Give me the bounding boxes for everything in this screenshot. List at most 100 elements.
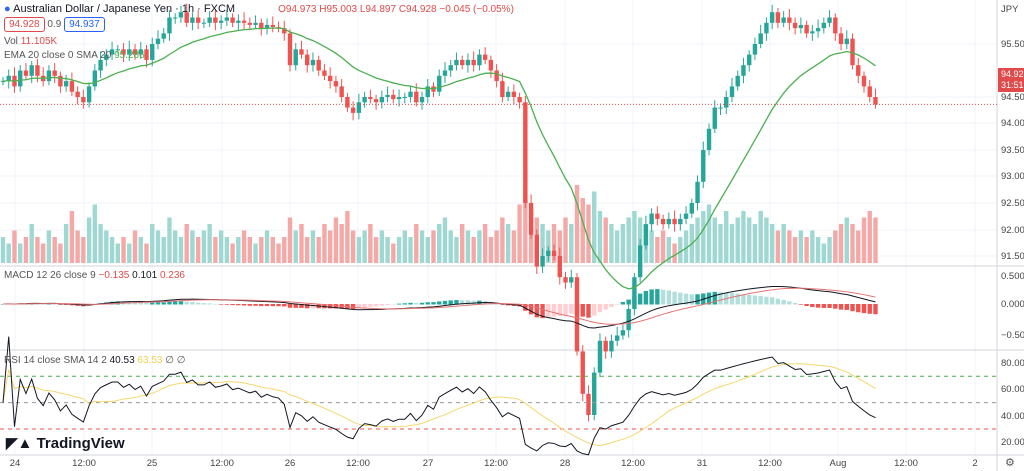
time-axis-label: Aug — [829, 458, 847, 469]
volume-bar — [213, 237, 218, 263]
volume-bar — [385, 237, 390, 263]
rsi-legend[interactable]: RSI 14 close SMA 14 2 — [4, 355, 107, 366]
volume-bar — [414, 224, 419, 263]
candle — [833, 17, 838, 34]
volume-bar — [758, 211, 763, 263]
volume-bar — [224, 237, 230, 263]
candle — [253, 22, 258, 25]
macd-histogram-bar — [287, 304, 293, 308]
candle — [689, 203, 694, 214]
volume-bar — [614, 230, 620, 263]
macd-histogram-bar — [150, 302, 155, 305]
macd-histogram-bar — [385, 304, 390, 305]
macd-histogram-bar — [614, 304, 620, 305]
candle — [792, 22, 798, 29]
macd-histogram-bar — [373, 304, 379, 307]
candle — [861, 75, 867, 87]
volume-bar — [850, 224, 855, 263]
candle — [465, 59, 471, 66]
macd-histogram-bar — [534, 304, 540, 318]
macd-histogram-bar — [752, 295, 758, 305]
candle — [660, 218, 666, 225]
candle — [155, 38, 161, 44]
macd-histogram-bar — [861, 304, 867, 314]
macd-signal-line — [2, 287, 876, 325]
volume-bar — [838, 224, 844, 263]
volume-bar — [127, 243, 132, 263]
volume-bar — [448, 230, 453, 263]
candle — [666, 218, 672, 225]
macd-histogram-bar — [626, 299, 631, 305]
candle — [827, 17, 832, 23]
candle — [414, 91, 419, 103]
macd-histogram-bar — [442, 300, 448, 305]
candle — [167, 17, 172, 34]
macd-histogram-bar — [729, 292, 735, 305]
candle — [178, 12, 184, 18]
currency-select[interactable]: JPY — [1001, 4, 1019, 15]
candle — [373, 99, 379, 103]
macd-histogram-bar — [270, 304, 275, 307]
macd-histogram-bar — [173, 301, 178, 305]
candle — [632, 277, 637, 309]
volume-bar — [339, 224, 344, 263]
volume-bar — [660, 230, 666, 263]
volume-bar — [350, 230, 356, 263]
macd-histogram-bar — [792, 302, 798, 305]
time-axis-label: 12:00 — [346, 458, 370, 469]
volume-bar — [40, 243, 46, 263]
macd-histogram-bar — [201, 303, 207, 305]
ema-value: 95.286 — [114, 50, 145, 61]
tradingview-logo[interactable]: ◤▲ TradingView — [6, 435, 125, 452]
macd-legend[interactable]: MACD 12 26 close 9 — [4, 270, 96, 281]
candle — [729, 86, 735, 97]
ema-line — [2, 27, 876, 290]
macd-histogram-bar — [276, 304, 281, 307]
volume-bar — [666, 237, 672, 263]
candle — [557, 256, 562, 278]
volume-bar — [18, 243, 23, 263]
settings-gear-icon[interactable]: ⚙ — [1005, 457, 1015, 469]
buy-button[interactable]: 94.937 — [64, 17, 105, 32]
rsi-axis-label: 80.00 — [1001, 358, 1024, 369]
candle — [551, 250, 557, 256]
candle — [362, 97, 367, 103]
volume-bar — [270, 237, 275, 263]
time-axis-label: 26 — [284, 458, 296, 469]
volume-bar — [454, 237, 459, 263]
candle — [305, 54, 310, 66]
time-axis-label: 12:00 — [484, 458, 508, 469]
ema-legend[interactable]: EMA 20 close 0 SMA 20 — [4, 50, 112, 61]
volume-bar — [775, 230, 781, 263]
volume-bar — [253, 243, 258, 263]
macd-histogram-bar — [603, 304, 608, 310]
volume-bar — [333, 217, 339, 263]
macd-histogram-bar — [827, 304, 832, 308]
candle — [236, 20, 241, 23]
candle — [586, 393, 591, 415]
macd-histogram-bar — [678, 292, 683, 305]
candle — [316, 59, 321, 71]
volume-bar — [683, 230, 689, 263]
macd-histogram-bar — [236, 304, 241, 306]
macd-histogram-bar — [672, 291, 677, 305]
macd-histogram-bar — [838, 304, 844, 310]
candle — [379, 97, 385, 103]
candle — [98, 59, 103, 71]
candle — [683, 213, 689, 219]
macd-histogram-bar — [293, 304, 298, 308]
candle — [259, 22, 264, 29]
volume-bar — [592, 191, 597, 263]
candle — [511, 91, 517, 97]
vol-legend[interactable]: Vol — [4, 36, 18, 47]
volume-bar — [425, 237, 430, 263]
symbol-title[interactable]: Australian Dollar / Japanese Yen · 1h · … — [13, 3, 236, 15]
candle — [517, 97, 522, 103]
candle — [804, 24, 809, 34]
sell-button[interactable]: 94.928 — [4, 17, 45, 32]
time-axis-label: 27 — [422, 458, 434, 469]
candle — [293, 49, 298, 66]
rsi-line — [2, 336, 876, 456]
volume-bar — [23, 237, 29, 263]
